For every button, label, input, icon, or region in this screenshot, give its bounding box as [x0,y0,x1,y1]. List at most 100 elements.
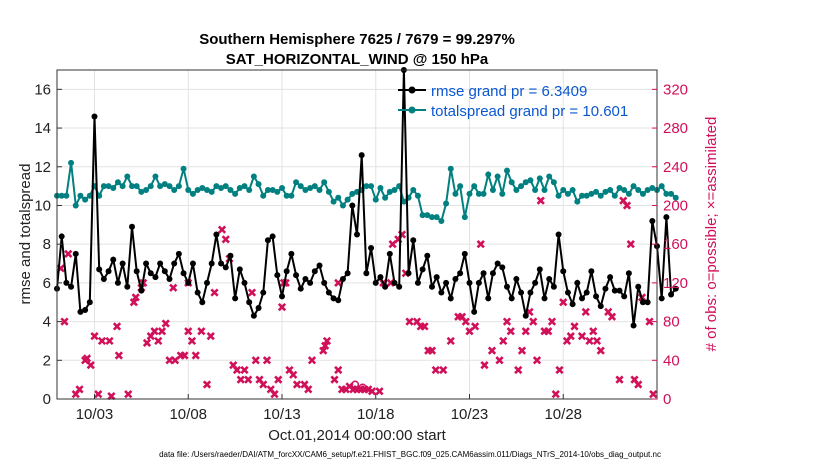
rmse-point [663,214,670,221]
y-left-tick-label: 8 [43,236,51,253]
totalspread-point [569,186,576,193]
marker-stroke [244,375,253,384]
totalspread-point [133,183,140,190]
totalspread-point [260,192,267,199]
rmse-point [325,289,332,296]
rmse-point [471,308,478,315]
y-right-tick-label: 280 [663,120,688,137]
rmse-point [330,295,337,302]
rmse-point [133,268,140,275]
rmse-point [550,283,557,290]
rmse-point [344,270,351,277]
rmse-point [466,279,473,286]
rmse-point [246,299,253,306]
assimilated-marker [169,283,178,292]
rmse-point [583,289,590,296]
marker-stroke [532,356,542,365]
marker-stroke [142,338,152,347]
rmse-point [208,260,215,267]
rmse-point [513,276,520,283]
assimilated-marker [334,278,343,288]
rmse-point [368,245,375,252]
rmse-point [579,295,585,302]
rmse-point [527,289,534,296]
rmse-point [668,291,675,298]
marker-stroke [439,365,448,375]
totalspread-point [499,190,506,197]
marker-stroke [131,293,140,302]
rmse-point [82,306,89,313]
marker-stroke [412,317,422,326]
totalspread-point [616,185,623,192]
assimilated-marker [112,322,122,331]
marker-stroke [75,385,84,394]
rmse-point [485,295,492,302]
totalspread-point [550,179,557,186]
marker-stroke [577,331,587,341]
assimilated-marker [124,390,133,399]
y-right-tick-label: 160 [663,236,688,253]
marker-stroke [446,336,455,346]
assimilated-marker [244,375,253,384]
rmse-point [555,231,562,238]
totalspread-point [522,179,529,186]
totalspread-point [344,196,351,203]
y-left-tick-label: 12 [34,159,51,176]
assimilated-marker [221,235,230,244]
marker-stroke [596,346,605,355]
data-file-footnote: data file: /Users/raeder/DAI/ATM_forcXX/… [159,450,661,459]
assimilated-marker [480,361,489,370]
marker-stroke [506,327,515,336]
marker-stroke [307,356,317,365]
rmse-point [339,276,346,283]
marker-stroke [322,336,332,346]
rmse-point [424,252,431,259]
rmse-point [386,250,393,257]
totalspread-point [597,192,604,199]
totalspread-point [274,188,281,195]
marker-stroke [375,387,384,396]
rmse-point [410,237,417,244]
assimilated-marker [589,327,598,336]
marker-stroke [592,336,602,346]
marker-stroke [191,351,200,360]
marker-stroke [247,288,257,297]
assimilated-marker [506,327,515,336]
rmse-point [204,279,210,286]
totalspread-point [110,185,117,192]
assimilated-marker [180,351,189,360]
assimilated-marker [304,385,313,394]
rmse-point [96,266,103,273]
marker-stroke [94,390,103,399]
rmse-point [129,223,135,230]
assimilated-marker [517,346,527,355]
rmse-point [593,293,600,300]
assimilated-marker [570,322,579,331]
rmse-point [147,270,154,277]
marker-stroke [502,317,512,326]
rmse-point [363,270,370,277]
totalspread-point [330,198,337,205]
totalspread-point [480,190,487,197]
y-left-tick-label: 6 [43,275,51,292]
assimilated-marker [184,327,193,336]
totalspread-point [443,200,450,207]
rmse-point [480,270,487,277]
rmse-point [602,285,609,292]
marker-stroke [615,375,624,384]
totalspread-point [227,186,234,193]
y-right-tick-label: 0 [663,391,671,408]
totalspread-point [508,179,515,186]
totalspread-point [386,188,393,195]
rmse-point [536,266,543,273]
rmse-point [297,285,304,292]
totalspread-point [391,186,398,193]
rmse-point [293,272,300,279]
totalspread-point [316,186,323,193]
rmse-point [161,268,168,275]
assimilated-marker [645,317,654,326]
totalspread-point [433,214,440,221]
totalspread-point [204,186,210,193]
rmse-point [175,250,182,257]
rmse-point [382,283,389,290]
